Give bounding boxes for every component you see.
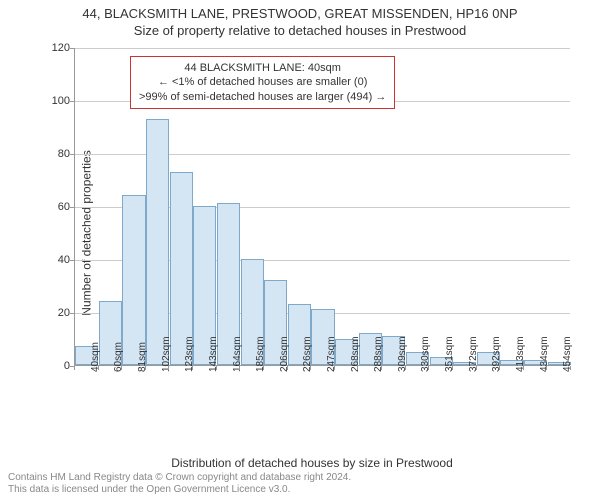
x-tick-label: 226sqm [302, 336, 313, 372]
y-tick-mark [70, 154, 74, 155]
x-tick-mark [570, 366, 571, 370]
y-tick-label: 60 [44, 201, 70, 213]
x-tick-mark [452, 366, 453, 370]
page-title: 44, BLACKSMITH LANE, PRESTWOOD, GREAT MI… [0, 0, 600, 23]
y-tick-label: 20 [44, 307, 70, 319]
y-tick-label: 40 [44, 254, 70, 266]
x-tick-label: 434sqm [539, 336, 550, 372]
chart-container: Number of detached properties 44 BLACKSM… [44, 48, 580, 418]
x-axis-label: Distribution of detached houses by size … [44, 456, 580, 470]
y-tick-label: 120 [44, 42, 70, 54]
y-tick-mark [70, 48, 74, 49]
y-tick-label: 0 [44, 360, 70, 372]
x-tick-mark [310, 366, 311, 370]
x-tick-mark [357, 366, 358, 370]
x-tick-mark [476, 366, 477, 370]
footer-line2: This data is licensed under the Open Gov… [8, 484, 351, 496]
y-tick-mark [70, 101, 74, 102]
x-tick-mark [405, 366, 406, 370]
footer-copyright: Contains HM Land Registry data © Crown c… [8, 472, 351, 496]
plot-area: 44 BLACKSMITH LANE: 40sqm ← <1% of detac… [74, 48, 570, 366]
footer-line1: Contains HM Land Registry data © Crown c… [8, 472, 351, 484]
y-tick-label: 80 [44, 148, 70, 160]
x-tick-label: 123sqm [184, 336, 195, 372]
y-tick-mark [70, 260, 74, 261]
x-tick-mark [239, 366, 240, 370]
x-tick-label: 60sqm [113, 342, 124, 372]
x-tick-label: 309sqm [397, 336, 408, 372]
x-tick-mark [334, 366, 335, 370]
grid-line [75, 48, 570, 49]
histogram-bar [146, 119, 169, 365]
x-tick-mark [74, 366, 75, 370]
x-tick-mark [381, 366, 382, 370]
x-tick-label: 247sqm [326, 336, 337, 372]
x-tick-mark [523, 366, 524, 370]
x-tick-label: 454sqm [562, 336, 573, 372]
x-tick-label: 143sqm [208, 336, 219, 372]
x-tick-mark [168, 366, 169, 370]
y-tick-label: 100 [44, 95, 70, 107]
x-tick-mark [546, 366, 547, 370]
x-tick-mark [98, 366, 99, 370]
x-tick-mark [192, 366, 193, 370]
callout-line2: ← <1% of detached houses are smaller (0) [139, 75, 386, 89]
x-tick-label: 288sqm [373, 336, 384, 372]
x-tick-mark [263, 366, 264, 370]
callout-line3: >99% of semi-detached houses are larger … [139, 90, 386, 104]
x-tick-label: 330sqm [420, 336, 431, 372]
callout-box: 44 BLACKSMITH LANE: 40sqm ← <1% of detac… [130, 56, 395, 109]
x-tick-label: 413sqm [515, 336, 526, 372]
x-tick-mark [145, 366, 146, 370]
x-tick-label: 372sqm [468, 336, 479, 372]
callout-line1: 44 BLACKSMITH LANE: 40sqm [139, 61, 386, 75]
x-tick-label: 81sqm [137, 342, 148, 372]
x-tick-mark [499, 366, 500, 370]
y-tick-mark [70, 313, 74, 314]
x-tick-label: 164sqm [232, 336, 243, 372]
y-tick-mark [70, 207, 74, 208]
x-tick-label: 351sqm [444, 336, 455, 372]
x-tick-label: 40sqm [90, 342, 101, 372]
x-tick-label: 185sqm [255, 336, 266, 372]
x-tick-label: 102sqm [161, 336, 172, 372]
x-tick-label: 392sqm [491, 336, 502, 372]
x-tick-mark [428, 366, 429, 370]
x-tick-label: 206sqm [279, 336, 290, 372]
page-subtitle: Size of property relative to detached ho… [0, 23, 600, 40]
x-tick-label: 268sqm [350, 336, 361, 372]
histogram-bar [122, 195, 145, 365]
x-tick-mark [121, 366, 122, 370]
x-tick-mark [287, 366, 288, 370]
x-tick-mark [216, 366, 217, 370]
